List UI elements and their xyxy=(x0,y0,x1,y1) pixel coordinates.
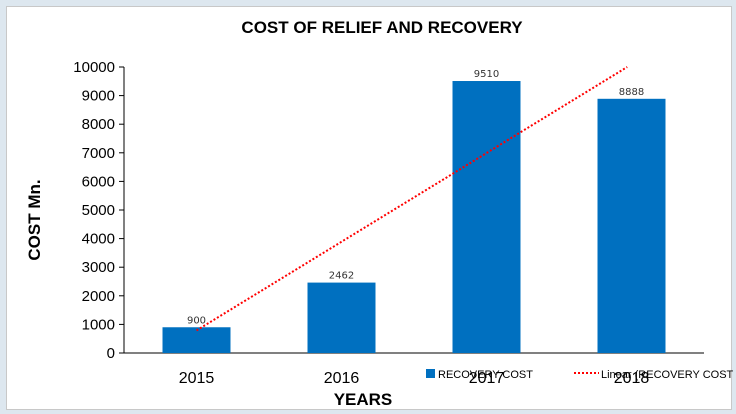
data-label: 2462 xyxy=(329,271,354,282)
y-tick-label: 0 xyxy=(107,345,115,362)
y-tick-label: 9000 xyxy=(82,88,115,105)
y-tick-label: 5000 xyxy=(82,202,115,219)
x-tick-label: 2016 xyxy=(324,370,360,387)
x-tick-label: 2015 xyxy=(179,370,215,387)
y-tick-label: 6000 xyxy=(82,173,115,190)
bar xyxy=(452,81,521,353)
legend-label-recovery-cost: RECOVERY COST xyxy=(438,369,533,381)
plot-area: 0 1000 2000 3000 4000 5000 6000 7000 8000 9000 100… xyxy=(73,59,704,387)
legend-swatch-recovery-cost xyxy=(426,369,435,378)
y-tick-label: 7000 xyxy=(82,145,115,162)
y-tick-label: 4000 xyxy=(82,231,115,248)
legend: RECOVERY COST Linear (RECOVERY COST) xyxy=(426,369,733,381)
chart-panel: COST OF RELIEF AND RECOVERY COST Mn. YEA… xyxy=(6,6,733,410)
y-tick-label: 1000 xyxy=(82,316,115,333)
x-tick-label: 2018 xyxy=(614,370,650,387)
y-tick-label: 3000 xyxy=(82,259,115,276)
y-tick-label: 8000 xyxy=(82,116,115,133)
x-tick-label: 2017 xyxy=(469,370,505,387)
data-label: 8888 xyxy=(619,87,644,98)
chart-title: COST OF RELIEF AND RECOVERY xyxy=(241,18,523,37)
bar xyxy=(597,98,666,354)
data-label: 9510 xyxy=(474,69,499,80)
x-axis-label: YEARS xyxy=(334,390,393,409)
bar xyxy=(307,282,376,353)
legend-label-trendline: Linear (RECOVERY COST) xyxy=(601,369,733,381)
data-label: 900 xyxy=(187,315,206,326)
y-axis-label: COST Mn. xyxy=(25,179,44,260)
chart-svg: COST OF RELIEF AND RECOVERY COST Mn. YEA… xyxy=(25,18,733,409)
y-tick-label: 10000 xyxy=(73,59,115,76)
bar xyxy=(162,327,231,353)
trendline xyxy=(195,66,628,332)
y-tick-label: 2000 xyxy=(82,288,115,305)
